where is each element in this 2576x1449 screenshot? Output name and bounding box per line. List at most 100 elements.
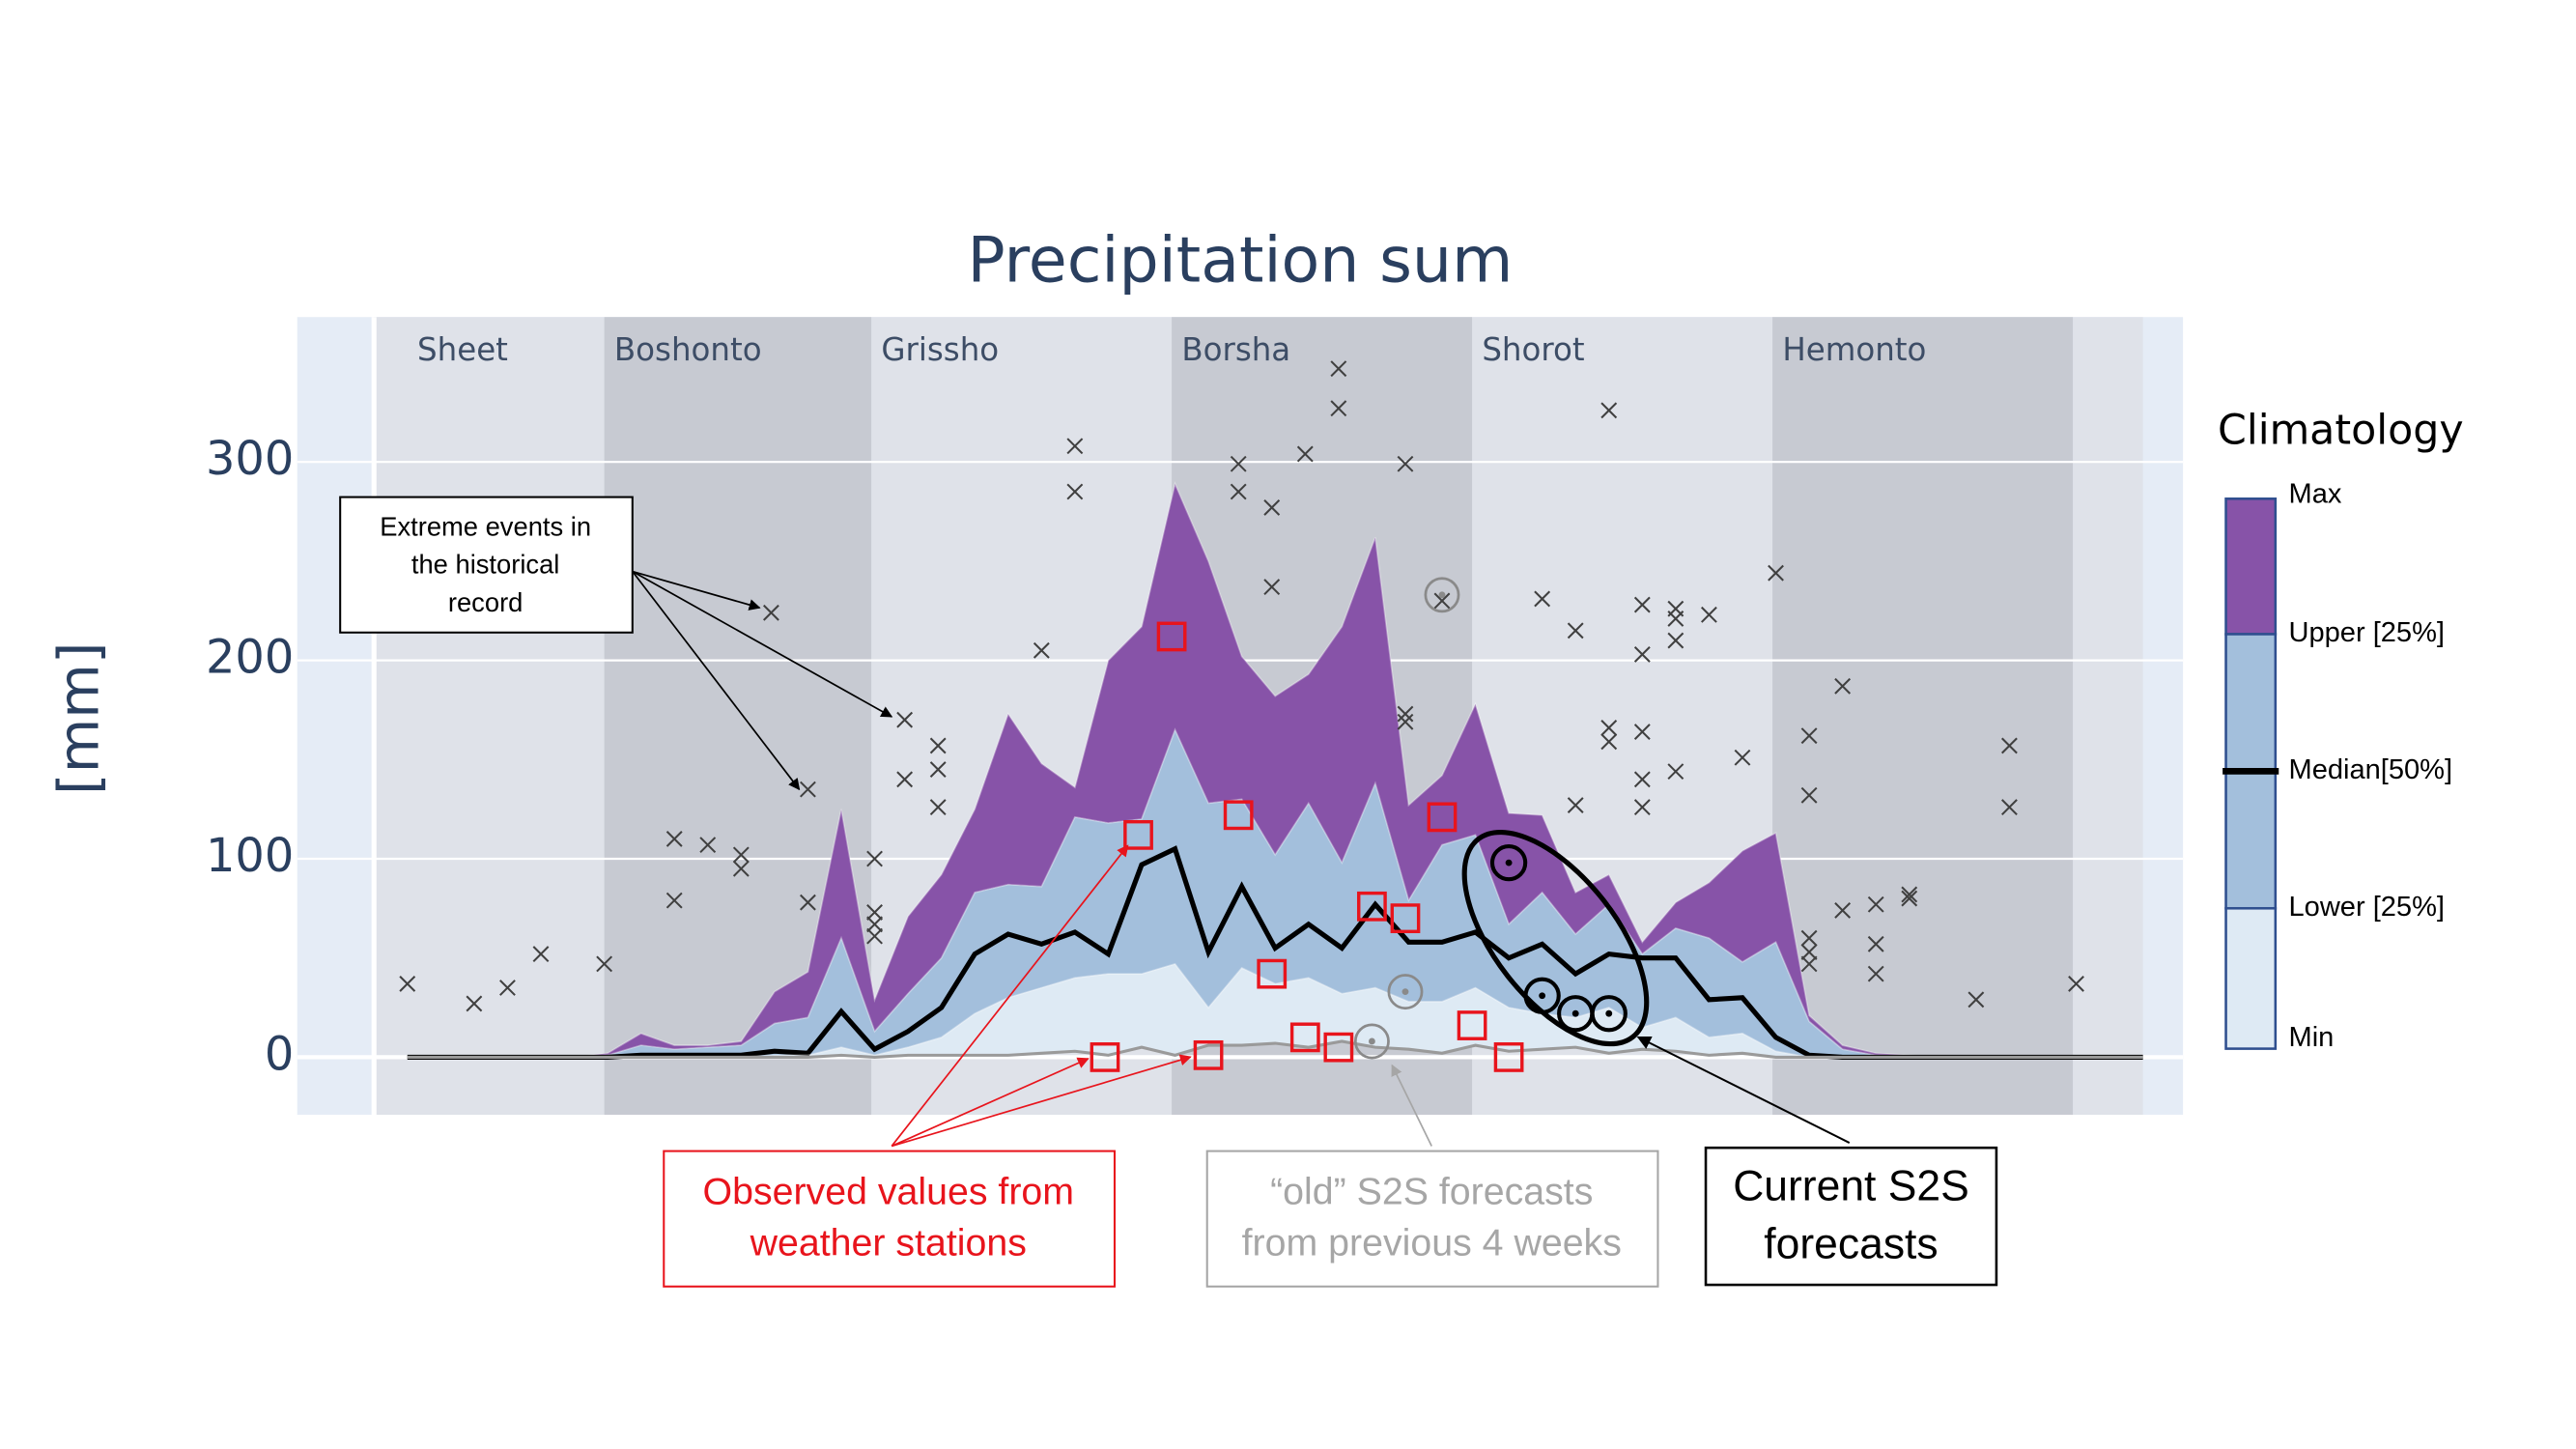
annotation-arrows [632, 570, 893, 791]
observed-marker [1357, 891, 1387, 922]
observed-marker [1323, 1032, 1354, 1063]
band-fill [407, 963, 2143, 1058]
extreme-marker [896, 711, 914, 728]
extreme-marker [866, 916, 883, 933]
extreme-marker [596, 955, 613, 973]
extreme-marker [866, 850, 883, 867]
annotation-text: “old” S2S forecasts [1270, 1170, 1593, 1212]
extreme-marker [800, 894, 816, 911]
extreme-marker [1567, 622, 1584, 639]
y-tick-label: 300 [206, 433, 294, 486]
extreme-marker [763, 604, 779, 621]
extreme-marker [665, 831, 683, 847]
extreme-marker [1667, 611, 1684, 627]
season-band [1772, 317, 2074, 1115]
old-forecast-marker [1387, 974, 1424, 1010]
extreme-marker [732, 846, 750, 864]
legend-swatch [2224, 770, 2278, 910]
observed-marker [1090, 1042, 1120, 1072]
extreme-marker [866, 904, 883, 921]
current-forecast-marker [1590, 995, 1628, 1033]
extreme-marker [1700, 606, 1717, 623]
season-label: Grissho [881, 331, 999, 368]
observed-marker [1289, 1022, 1320, 1053]
legend-label: Lower [25%] [2289, 892, 2445, 923]
extreme-marker [1066, 483, 1084, 500]
extreme-marker [1867, 935, 1884, 952]
extreme-marker [1230, 455, 1247, 472]
old-forecast-marker-ring [1424, 577, 1460, 613]
band-line [407, 727, 2143, 1059]
extreme-marker [1867, 895, 1884, 913]
observed-marker [1123, 819, 1153, 850]
annotation-box [663, 1150, 1117, 1288]
current-forecast-marker-dot [1605, 1009, 1613, 1017]
legend-title: Climatology [2218, 406, 2464, 454]
annotation-text: Extreme events in [380, 511, 591, 541]
season-label: Sheet [417, 331, 508, 368]
legend-label: Min [2289, 1022, 2335, 1053]
extreme-marker [1800, 955, 1818, 973]
extreme-marker [665, 892, 683, 909]
observed-marker [1390, 903, 1421, 934]
extreme-marker [1567, 797, 1584, 813]
old-forecast-marker-dot [1438, 591, 1446, 599]
band-line [407, 481, 2143, 1059]
legend-label: Upper [25%] [2289, 617, 2445, 648]
annotation-text: Observed values from [703, 1170, 1075, 1212]
extreme-marker [1330, 400, 1347, 417]
observed-marker [1223, 800, 1254, 831]
extreme-marker [1967, 991, 1985, 1009]
extreme-marker [1230, 483, 1247, 500]
extreme-marker [1600, 720, 1618, 736]
extreme-marker [1433, 592, 1451, 610]
legend-label: Max [2289, 479, 2342, 510]
extreme-marker [1330, 360, 1347, 378]
plot: Sheet Boshonto Grissho Borsha Shorot Hemonto [297, 317, 2184, 1115]
observed-marker [1193, 1039, 1224, 1070]
current-forecast-marker-ring [1590, 995, 1628, 1033]
extreme-marker [2068, 975, 2084, 992]
current-forecast-marker-dot [1571, 1009, 1579, 1017]
annotation-arrow [1636, 1036, 1851, 1144]
old-forecast-marker [1424, 577, 1460, 613]
legend-swatch [2224, 497, 2278, 636]
y-tick-label: 0 [265, 1028, 294, 1081]
extreme-marker [1867, 965, 1884, 982]
current-forecast-marker-ring [1489, 843, 1528, 882]
extreme-marker [1667, 763, 1684, 781]
extreme-marker [399, 975, 416, 992]
season-label: Shorot [1482, 331, 1584, 368]
annotation-arrows [891, 844, 1192, 1148]
extreme-marker [1263, 579, 1281, 596]
band-fill [407, 848, 2143, 1058]
observed-marker [1257, 958, 1288, 989]
extreme-marker [1734, 749, 1751, 766]
extreme-marker [732, 860, 750, 877]
extreme-marker [1296, 445, 1314, 463]
extreme-marker [1633, 646, 1651, 663]
extreme-marker [1600, 402, 1618, 419]
highlight-ellipse [1461, 829, 1650, 1047]
extreme-marker [1633, 596, 1651, 613]
legend-label: Median[50%] [2289, 754, 2453, 785]
extreme-marker [1768, 564, 1784, 582]
legend-swatch [2224, 906, 2278, 1050]
extreme-marker [1033, 641, 1050, 659]
extreme-marker [1800, 727, 1818, 745]
extreme-marker [1834, 677, 1852, 695]
annotation-text: weather stations [750, 1221, 1027, 1264]
annotation-box [1205, 1150, 1659, 1288]
current-forecast-marker [1489, 843, 1528, 882]
extreme-marker [866, 927, 883, 945]
band-fill [407, 729, 2143, 1058]
extreme-marker [1633, 771, 1651, 788]
extreme-marker [1800, 944, 1818, 960]
chart-title: Precipitation sum [967, 225, 1513, 298]
annotation-text: record [448, 587, 524, 617]
old-forecast-marker-dot [1401, 988, 1409, 996]
current-forecast-marker-dot [1505, 859, 1513, 867]
extreme-marker [1633, 724, 1651, 740]
extreme-marker [499, 980, 516, 996]
